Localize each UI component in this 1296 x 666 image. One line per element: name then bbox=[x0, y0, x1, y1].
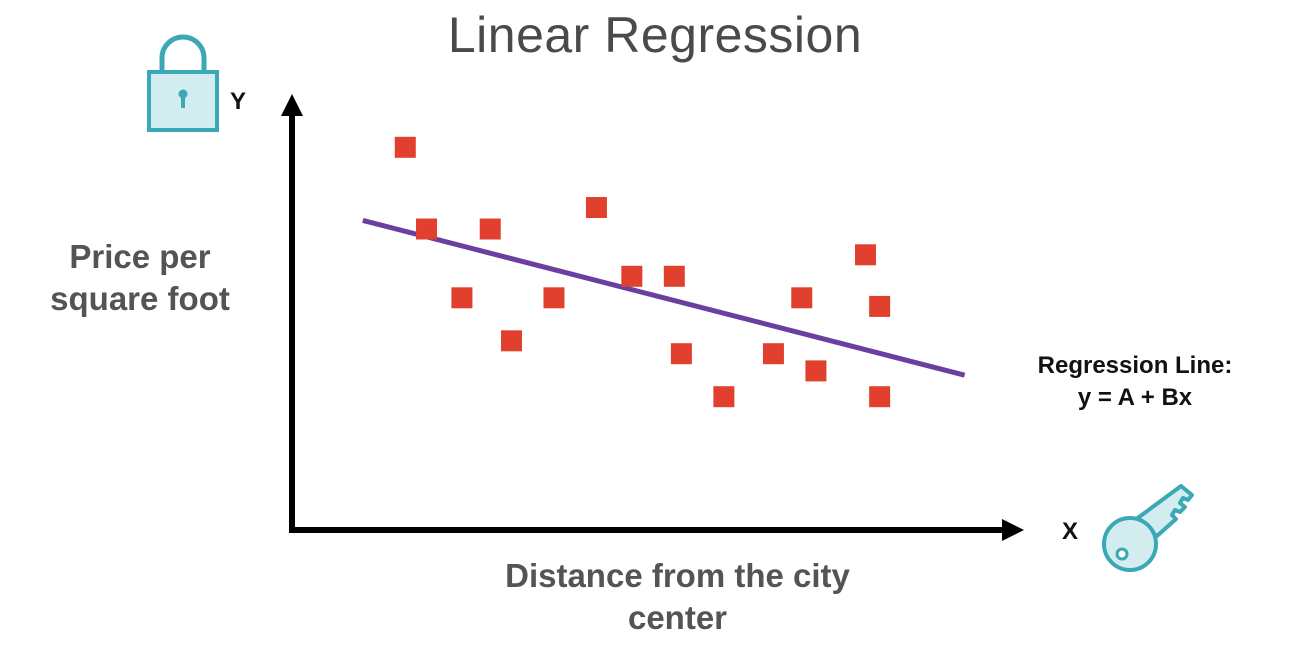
data-point bbox=[805, 360, 827, 382]
data-point bbox=[479, 218, 501, 240]
data-point bbox=[762, 343, 784, 365]
x-axis-label: Distance from the city center bbox=[505, 557, 850, 636]
data-point bbox=[451, 287, 473, 309]
data-point bbox=[585, 197, 607, 218]
data-point bbox=[416, 218, 438, 240]
data-point bbox=[791, 287, 813, 309]
key-icon bbox=[1095, 482, 1205, 587]
data-point bbox=[663, 265, 685, 287]
data-point bbox=[500, 330, 522, 352]
regression-line bbox=[362, 217, 966, 378]
y-axis-label: Price per square foot bbox=[50, 238, 230, 317]
x-axis-arrowhead bbox=[1002, 519, 1024, 541]
y-axis-letter: Y bbox=[230, 88, 247, 115]
data-point bbox=[670, 343, 692, 365]
y-axis-arrowhead bbox=[281, 94, 303, 116]
data-point bbox=[869, 386, 891, 408]
data-point bbox=[394, 136, 416, 158]
regression-label-equation: y = A + Bx bbox=[1077, 384, 1193, 411]
regression-label-title: Regression Line: bbox=[1037, 352, 1233, 379]
data-point bbox=[621, 265, 643, 287]
data-point bbox=[713, 386, 735, 408]
data-point bbox=[543, 287, 565, 309]
data-point bbox=[869, 295, 891, 317]
regression-line-label: Regression Line: y = A + Bx bbox=[1006, 350, 1264, 414]
padlock-icon bbox=[140, 30, 226, 139]
data-point bbox=[854, 244, 876, 266]
x-axis-letter: X bbox=[1062, 518, 1079, 545]
chart-title: Linear Regression bbox=[447, 7, 863, 63]
